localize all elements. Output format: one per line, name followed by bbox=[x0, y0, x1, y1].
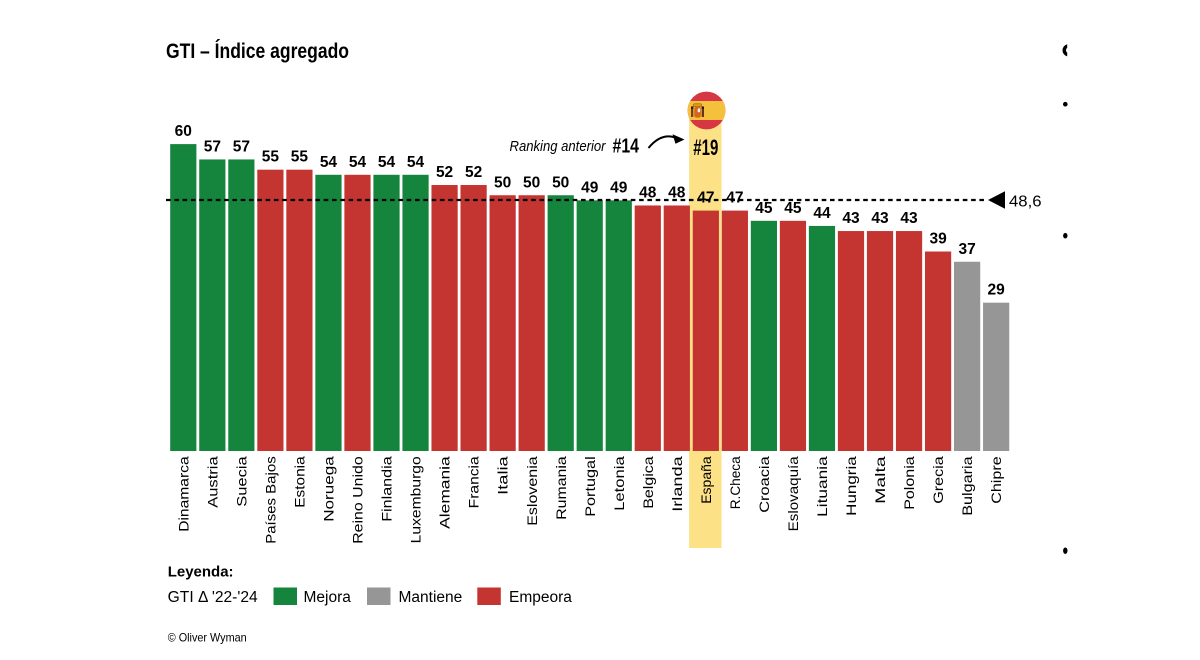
svg-text:Suecia: Suecia bbox=[233, 456, 249, 507]
svg-text:Estonia: Estonia bbox=[292, 456, 308, 508]
svg-text:Ranking anterior: Ranking anterior bbox=[510, 139, 607, 155]
svg-text:Lituania: Lituania bbox=[814, 456, 830, 517]
svg-text:48: 48 bbox=[668, 184, 686, 201]
svg-text:© Oliver Wyman: © Oliver Wyman bbox=[168, 631, 247, 645]
svg-text:Francia: Francia bbox=[466, 456, 482, 508]
svg-text:43: 43 bbox=[900, 210, 918, 227]
svg-text:Leyenda:: Leyenda: bbox=[168, 564, 234, 581]
svg-text:Empeora: Empeora bbox=[509, 589, 572, 606]
svg-text:60: 60 bbox=[175, 123, 192, 140]
svg-text:Luxemburgo: Luxemburgo bbox=[408, 456, 424, 543]
svg-text:Rumania: Rumania bbox=[553, 456, 569, 520]
svg-text:50: 50 bbox=[552, 174, 569, 191]
svg-text:43: 43 bbox=[871, 210, 889, 227]
svg-text:#14: #14 bbox=[613, 136, 640, 158]
svg-text:45: 45 bbox=[784, 200, 802, 217]
svg-text:GTI – Índice agregado: GTI – Índice agregado bbox=[166, 38, 349, 63]
svg-text:Países Bajos: Países Bajos bbox=[262, 456, 278, 544]
svg-text:48: 48 bbox=[639, 184, 657, 201]
svg-text:49: 49 bbox=[610, 179, 628, 196]
svg-text:39: 39 bbox=[929, 231, 947, 248]
svg-text:Letonia: Letonia bbox=[611, 456, 627, 511]
svg-text:Hungria: Hungria bbox=[843, 456, 859, 516]
svg-text:Mantiene: Mantiene bbox=[399, 589, 463, 606]
svg-text:54: 54 bbox=[378, 154, 396, 171]
svg-text:57: 57 bbox=[204, 138, 221, 155]
svg-text:48,6: 48,6 bbox=[1009, 194, 1042, 211]
svg-text:52: 52 bbox=[436, 164, 453, 181]
svg-text:Reino Unido: Reino Unido bbox=[350, 456, 366, 544]
svg-text:Italia: Italia bbox=[495, 456, 511, 495]
svg-text:37: 37 bbox=[958, 241, 975, 258]
svg-text:Noruega: Noruega bbox=[321, 456, 337, 522]
svg-text:55: 55 bbox=[262, 149, 280, 166]
svg-text:54: 54 bbox=[407, 154, 425, 171]
svg-text:Croacia: Croacia bbox=[756, 456, 772, 513]
svg-text:R.Checa: R.Checa bbox=[727, 456, 743, 509]
svg-text:Austria: Austria bbox=[204, 456, 220, 508]
svg-text:Finlandia: Finlandia bbox=[379, 456, 395, 522]
svg-text:43: 43 bbox=[842, 210, 860, 227]
svg-text:50: 50 bbox=[494, 174, 511, 191]
svg-text:España: España bbox=[698, 456, 714, 504]
svg-text:Bulgaria: Bulgaria bbox=[959, 456, 975, 516]
svg-text:#19: #19 bbox=[693, 135, 718, 160]
svg-text:29: 29 bbox=[988, 282, 1006, 299]
svg-text:GTI Δ '22-'24: GTI Δ '22-'24 bbox=[168, 589, 258, 606]
svg-text:55: 55 bbox=[291, 149, 309, 166]
svg-text:54: 54 bbox=[349, 154, 367, 171]
svg-text:Malta: Malta bbox=[872, 456, 888, 504]
svg-text:57: 57 bbox=[233, 138, 250, 155]
svg-text:Chipre: Chipre bbox=[988, 456, 1004, 504]
svg-text:47: 47 bbox=[726, 190, 743, 207]
svg-text:Mejora: Mejora bbox=[304, 589, 352, 606]
svg-text:Polonia: Polonia bbox=[901, 456, 917, 510]
svg-text:Eslovenia: Eslovenia bbox=[524, 456, 540, 526]
svg-text:Eslovaquía: Eslovaquía bbox=[785, 456, 801, 531]
svg-text:Alemania: Alemania bbox=[437, 456, 453, 529]
svg-text:Dinamarca: Dinamarca bbox=[175, 456, 191, 532]
svg-text:50: 50 bbox=[523, 174, 540, 191]
svg-text:Portugal: Portugal bbox=[582, 456, 598, 517]
svg-text:Grecia: Grecia bbox=[930, 456, 946, 504]
svg-text:Belgica: Belgica bbox=[640, 456, 656, 509]
svg-text:47: 47 bbox=[697, 190, 714, 207]
svg-text:44: 44 bbox=[813, 205, 831, 222]
svg-text:54: 54 bbox=[320, 154, 338, 171]
svg-text:Irlanda: Irlanda bbox=[669, 456, 685, 512]
svg-text:45: 45 bbox=[755, 200, 773, 217]
svg-text:52: 52 bbox=[465, 164, 482, 181]
svg-text:49: 49 bbox=[581, 179, 599, 196]
